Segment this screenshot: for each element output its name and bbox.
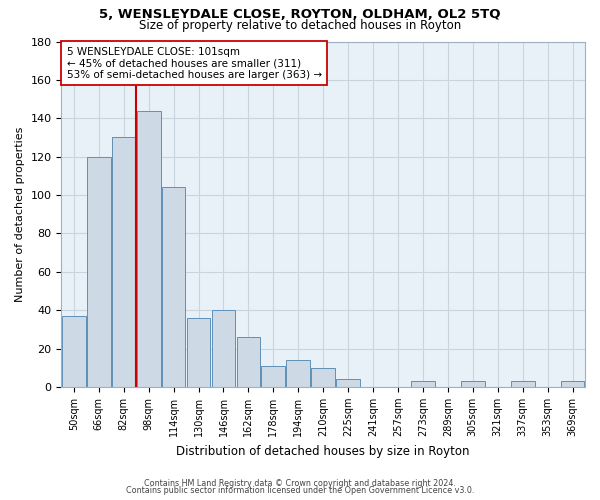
X-axis label: Distribution of detached houses by size in Royton: Distribution of detached houses by size … [176,444,470,458]
Bar [411,381,435,387]
Bar [560,381,584,387]
Bar [236,337,260,387]
Y-axis label: Number of detached properties: Number of detached properties [15,126,25,302]
Bar [461,381,485,387]
Bar [336,380,360,387]
Text: Contains public sector information licensed under the Open Government Licence v3: Contains public sector information licen… [126,486,474,495]
Bar [187,318,211,387]
Text: Size of property relative to detached houses in Royton: Size of property relative to detached ho… [139,19,461,32]
Bar [286,360,310,387]
Bar [62,316,86,387]
Bar [87,156,110,387]
Text: 5 WENSLEYDALE CLOSE: 101sqm
← 45% of detached houses are smaller (311)
53% of se: 5 WENSLEYDALE CLOSE: 101sqm ← 45% of det… [67,46,322,80]
Bar [112,138,136,387]
Bar [262,366,285,387]
Bar [212,310,235,387]
Bar [511,381,535,387]
Bar [137,110,161,387]
Bar [311,368,335,387]
Text: 5, WENSLEYDALE CLOSE, ROYTON, OLDHAM, OL2 5TQ: 5, WENSLEYDALE CLOSE, ROYTON, OLDHAM, OL… [99,8,501,20]
Bar [162,188,185,387]
Text: Contains HM Land Registry data © Crown copyright and database right 2024.: Contains HM Land Registry data © Crown c… [144,478,456,488]
